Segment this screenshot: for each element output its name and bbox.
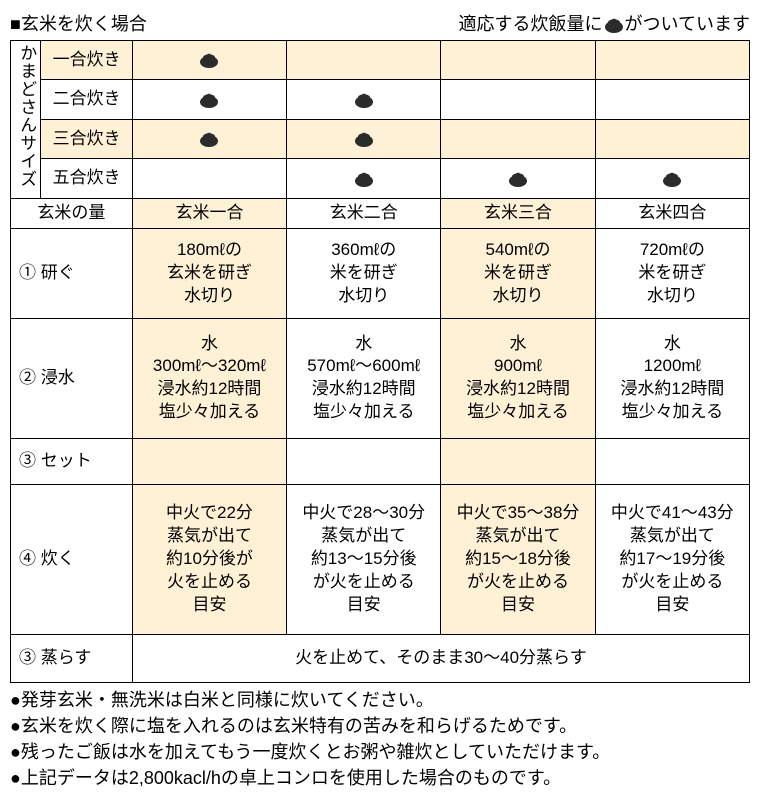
size-mark <box>287 41 441 80</box>
size-mark <box>132 119 286 158</box>
size-mark <box>595 159 749 198</box>
size-mark <box>132 159 286 198</box>
size-mark <box>287 119 441 158</box>
cell: 中火で22分蒸気が出て約10分後が火を止める目安 <box>132 484 286 634</box>
cell <box>441 438 595 484</box>
cell <box>287 438 441 484</box>
footnotes: ●発芽玄米・無洗米は白米と同様に炊いてください。 ●玄米を炊く際に塩を入れるのは… <box>10 687 750 791</box>
size-row-4: 五合炊き <box>11 159 750 198</box>
cell: 720mℓの米を研ぎ水切り <box>595 228 749 318</box>
page-title: ■玄米を炊く場合 <box>10 10 147 36</box>
step-steam: ③ 蒸らす 火を止めて、そのまま30〜40分蒸らす <box>11 634 750 682</box>
note-line: ●残ったご飯は水を加えてもう一度炊くとお粥や雑炊としていただけます。 <box>10 739 750 765</box>
amount-col: 玄米四合 <box>595 198 749 228</box>
cell <box>132 438 286 484</box>
step-rinse: ① 研ぐ 180mℓの玄米を研ぎ水切り 360mℓの米を研ぎ水切り 540mℓの… <box>11 228 750 318</box>
header: ■玄米を炊く場合 適応する炊飯量にがついています <box>10 10 750 36</box>
size-mark <box>595 119 749 158</box>
size-mark <box>441 80 595 119</box>
step-label: ④ 炊く <box>11 484 133 634</box>
step-label: ① 研ぐ <box>11 228 133 318</box>
amount-col: 玄米二合 <box>287 198 441 228</box>
cell: 中火で41〜43分蒸気が出て約17〜19分後が火を止める目安 <box>595 484 749 634</box>
step-cook: ④ 炊く 中火で22分蒸気が出て約10分後が火を止める目安 中火で28〜30分蒸… <box>11 484 750 634</box>
cell: 水570mℓ〜600mℓ浸水約12時間塩少々加える <box>287 318 441 438</box>
pot-icon <box>603 17 625 33</box>
cell: 水300mℓ〜320mℓ浸水約12時間塩少々加える <box>132 318 286 438</box>
cell: 水900mℓ浸水約12時間塩少々加える <box>441 318 595 438</box>
size-mark <box>595 41 749 80</box>
cell <box>595 438 749 484</box>
step-label: ③ 蒸らす <box>11 634 133 682</box>
step-label: ② 浸水 <box>11 318 133 438</box>
size-label: 一合炊き <box>41 41 132 80</box>
note-line: ●発芽玄米・無洗米は白米と同様に炊いてください。 <box>10 687 750 713</box>
header-note: 適応する炊飯量にがついています <box>459 10 750 36</box>
cell: 360mℓの米を研ぎ水切り <box>287 228 441 318</box>
size-row-1: かまどさんサイズ 一合炊き <box>11 41 750 80</box>
step-set: ③ セット <box>11 438 750 484</box>
size-row-3: 三合炊き <box>11 119 750 158</box>
note-line: ●玄米を炊く際に塩を入れるのは玄米特有の苦みを和らげるためです。 <box>10 713 750 739</box>
size-mark <box>441 159 595 198</box>
size-label: 二合炊き <box>41 80 132 119</box>
step-soak: ② 浸水 水300mℓ〜320mℓ浸水約12時間塩少々加える 水570mℓ〜60… <box>11 318 750 438</box>
step-label: ③ セット <box>11 438 133 484</box>
amount-row: 玄米の量 玄米一合 玄米二合 玄米三合 玄米四合 <box>11 198 750 228</box>
side-label-cell: かまどさんサイズ <box>11 41 41 199</box>
cell: 540mℓの米を研ぎ水切り <box>441 228 595 318</box>
size-label: 三合炊き <box>41 119 132 158</box>
note-line: ●上記データは2,800kacl/hの卓上コンロを使用した場合のものです。 <box>10 765 750 791</box>
size-mark <box>287 159 441 198</box>
amount-col: 玄米一合 <box>132 198 286 228</box>
amount-label: 玄米の量 <box>11 198 133 228</box>
size-mark <box>132 80 286 119</box>
cooking-table: かまどさんサイズ 一合炊き 二合炊き 三合炊き 五合炊き 玄米の量 玄米一合 玄… <box>10 40 750 683</box>
size-label: 五合炊き <box>41 159 132 198</box>
cell: 中火で35〜38分蒸気が出て約15〜18分後が火を止める目安 <box>441 484 595 634</box>
size-row-2: 二合炊き <box>11 80 750 119</box>
size-mark <box>595 80 749 119</box>
cell: 中火で28〜30分蒸気が出て約13〜15分後が火を止める目安 <box>287 484 441 634</box>
cell: 水1200mℓ浸水約12時間塩少々加える <box>595 318 749 438</box>
cell: 180mℓの玄米を研ぎ水切り <box>132 228 286 318</box>
steam-merged: 火を止めて、そのまま30〜40分蒸らす <box>132 634 749 682</box>
amount-col: 玄米三合 <box>441 198 595 228</box>
size-mark <box>287 80 441 119</box>
size-mark <box>132 41 286 80</box>
size-mark <box>441 41 595 80</box>
size-mark <box>441 119 595 158</box>
